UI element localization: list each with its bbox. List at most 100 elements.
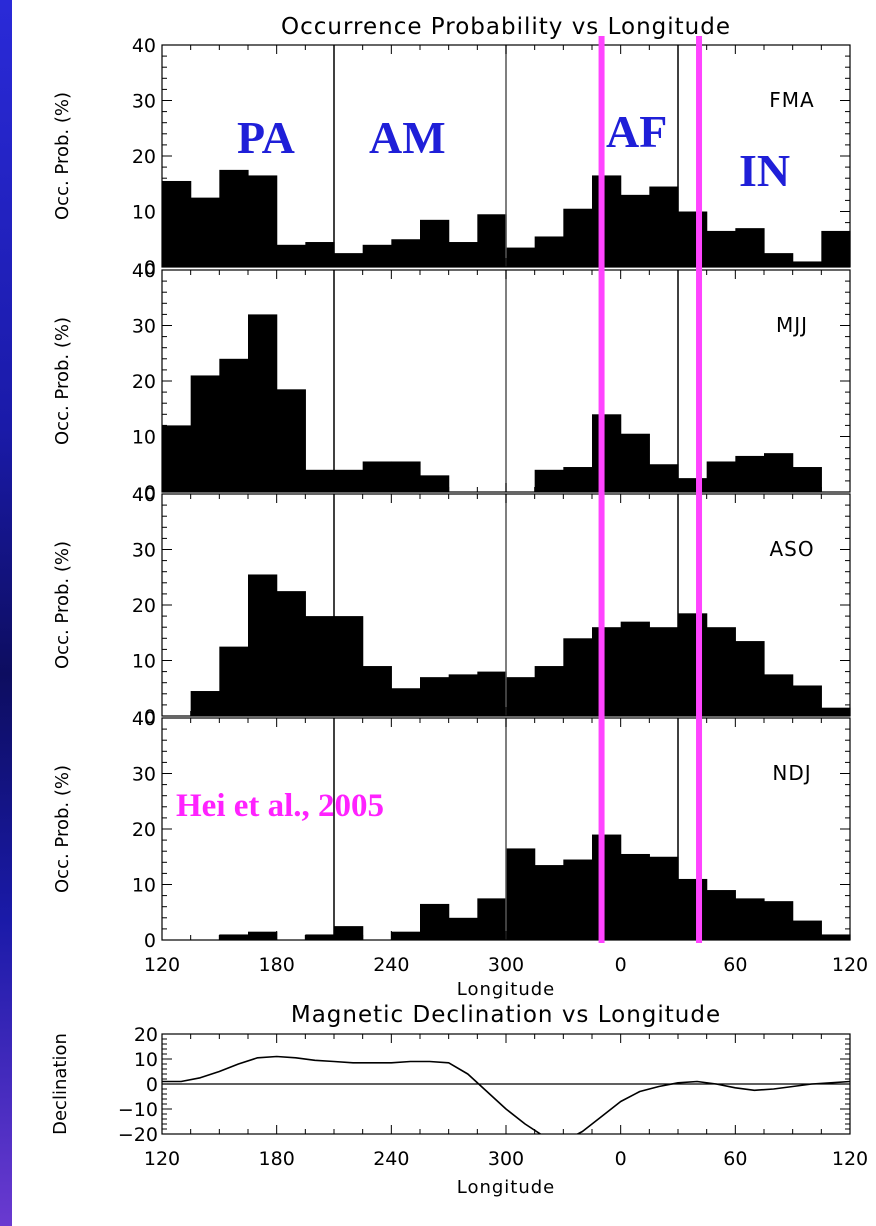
declination-x-axis-label: Longitude xyxy=(457,1177,556,1198)
bar xyxy=(219,934,249,940)
bar xyxy=(506,247,536,267)
bar xyxy=(448,917,478,940)
bar xyxy=(477,214,507,267)
region-label-in: IN xyxy=(739,145,790,196)
declination-x-tick-label: 240 xyxy=(373,1148,409,1170)
y-tick-label: 0 xyxy=(144,706,156,728)
bar xyxy=(563,638,593,716)
y-tick-label: 40 xyxy=(132,484,156,506)
bar xyxy=(534,865,564,940)
region-label-af: AF xyxy=(606,106,667,157)
bar xyxy=(678,878,708,940)
bar xyxy=(248,175,278,267)
bar xyxy=(448,674,478,716)
bar xyxy=(219,169,249,267)
figure-panel: Occurrence Probability vs Longitude 0 10 20… xyxy=(12,0,876,1226)
bar xyxy=(563,208,593,267)
bar xyxy=(764,674,794,716)
declination-x-tick-label: 120 xyxy=(832,1148,868,1170)
panel-mjj: 0 10 20 30 40 Occ. Prob. (%) MJJ xyxy=(52,260,851,504)
bar xyxy=(735,641,765,716)
declination-y-tick-label: 20 xyxy=(134,1024,158,1046)
bar xyxy=(506,848,536,940)
bar xyxy=(190,375,220,492)
bar xyxy=(305,616,335,716)
bar xyxy=(764,253,794,267)
bar xyxy=(821,934,851,940)
bar xyxy=(305,469,335,492)
y-axis-label: Occ. Prob. (%) xyxy=(52,317,73,445)
bar xyxy=(534,236,564,267)
panel-fma: 0 10 20 30 40 Occ. Prob. (%) FMA xyxy=(52,35,851,279)
bar xyxy=(219,646,249,716)
y-tick-label: 10 xyxy=(132,427,156,449)
y-tick-label: 20 xyxy=(132,371,156,393)
bar xyxy=(678,211,708,267)
bar xyxy=(620,194,650,267)
bar xyxy=(391,688,421,716)
declination-x-tick-label: 120 xyxy=(144,1148,180,1170)
season-label-ndj: NDJ xyxy=(772,761,811,785)
season-label-aso: ASO xyxy=(769,537,814,561)
bar xyxy=(334,616,364,716)
bar xyxy=(735,228,765,267)
bar xyxy=(649,627,679,716)
bar xyxy=(735,455,765,492)
declination-line xyxy=(162,1055,850,1134)
histogram-title: Occurrence Probability vs Longitude xyxy=(281,14,731,40)
declination-y-tick-label: 10 xyxy=(134,1049,158,1071)
bar xyxy=(448,242,478,267)
y-tick-label: 30 xyxy=(132,91,156,113)
bar xyxy=(362,666,392,716)
y-tick-label: 10 xyxy=(132,202,156,224)
x-tick-label: 180 xyxy=(259,954,295,976)
bar xyxy=(305,934,335,940)
bar xyxy=(334,926,364,940)
y-axis-label: Occ. Prob. (%) xyxy=(52,765,73,893)
y-axis-label: Occ. Prob. (%) xyxy=(52,92,73,220)
x-tick-label: 0 xyxy=(615,954,627,976)
bar xyxy=(534,666,564,716)
panel-aso: 0 10 20 30 40 Occ. Prob. (%) ASO xyxy=(52,484,851,728)
x-tick-label: 120 xyxy=(144,954,180,976)
bar xyxy=(706,890,736,940)
x-tick-label: 60 xyxy=(723,954,747,976)
bar xyxy=(620,621,650,716)
bar xyxy=(362,461,392,492)
bar xyxy=(706,627,736,716)
bar xyxy=(792,467,822,492)
bar xyxy=(592,627,622,716)
bar xyxy=(592,414,622,492)
y-axis-label: Occ. Prob. (%) xyxy=(52,541,73,669)
bar xyxy=(276,389,306,492)
y-tick-label: 40 xyxy=(132,260,156,282)
bar xyxy=(821,230,851,267)
bar xyxy=(592,834,622,940)
bar xyxy=(764,901,794,940)
bar xyxy=(276,244,306,267)
season-label-mjj: MJJ xyxy=(776,313,808,337)
bar xyxy=(563,467,593,492)
bar xyxy=(248,931,278,940)
figure-svg: Occurrence Probability vs Longitude 0 10 20… xyxy=(50,14,868,1198)
bar xyxy=(305,242,335,267)
y-tick-label: 20 xyxy=(132,819,156,841)
y-tick-label: 40 xyxy=(132,35,156,57)
declination-x-tick-label: 180 xyxy=(259,1148,295,1170)
bar xyxy=(792,920,822,940)
declination-x-tick-label: 60 xyxy=(723,1148,747,1170)
y-tick-label: 30 xyxy=(132,764,156,786)
bar xyxy=(620,433,650,492)
bar xyxy=(391,931,421,940)
bar xyxy=(706,461,736,492)
y-tick-label: 0 xyxy=(144,257,156,279)
declination-x-tick-label: 0 xyxy=(615,1148,627,1170)
declination-title: Magnetic Declination vs Longitude xyxy=(291,1002,721,1028)
bar xyxy=(706,230,736,267)
bar xyxy=(362,244,392,267)
bar xyxy=(190,691,220,716)
bar xyxy=(276,591,306,716)
bar xyxy=(534,469,564,492)
y-tick-label: 30 xyxy=(132,316,156,338)
bar xyxy=(162,180,192,267)
